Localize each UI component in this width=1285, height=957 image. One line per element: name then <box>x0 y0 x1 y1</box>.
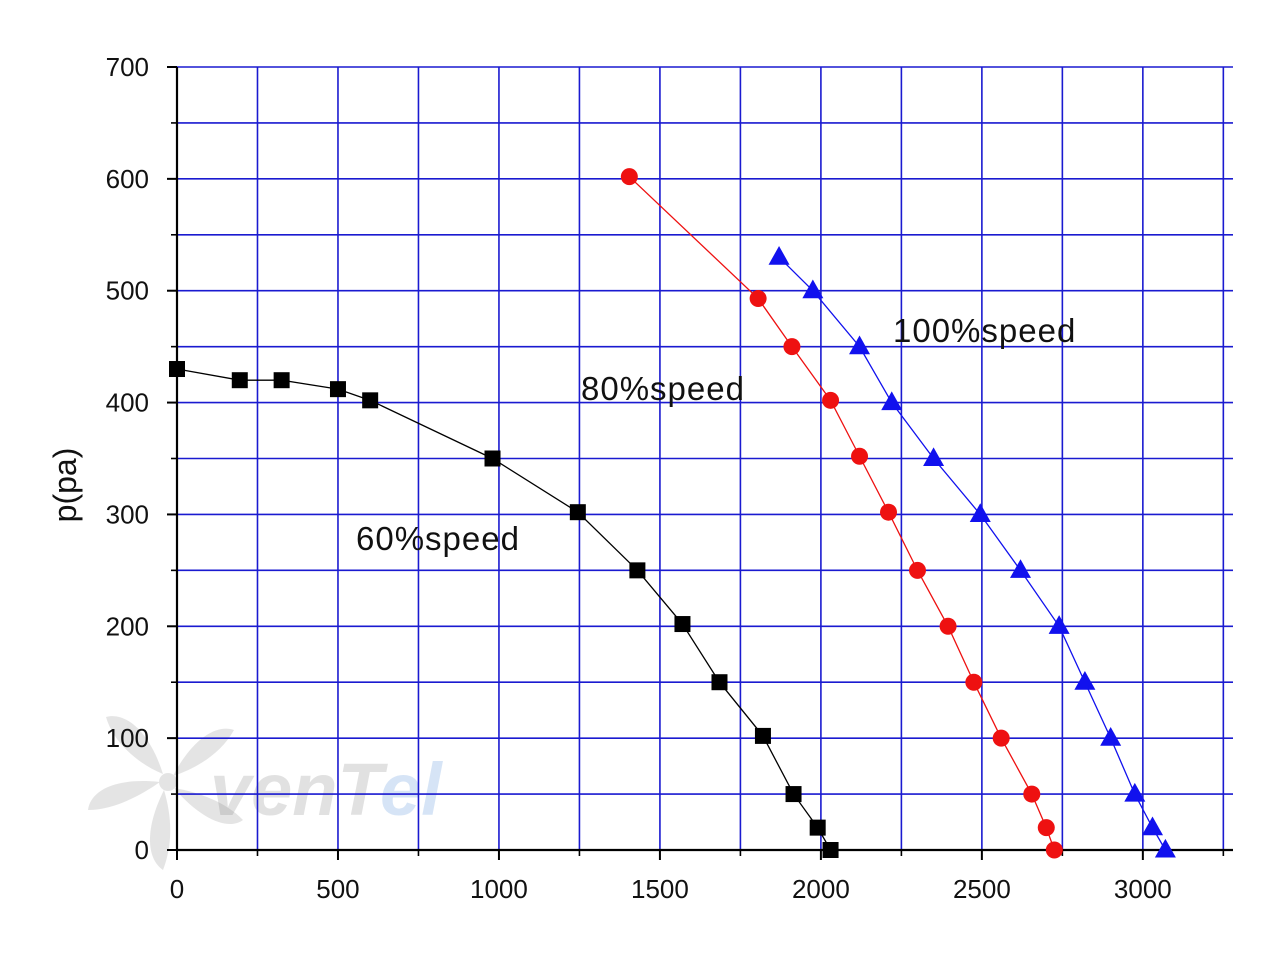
data-point <box>822 391 840 409</box>
series-0 <box>169 361 839 858</box>
data-point <box>674 616 691 633</box>
data-point <box>939 617 957 635</box>
axes <box>167 66 1233 860</box>
y-tick-label: 500 <box>106 276 149 306</box>
series-2 <box>768 245 1176 858</box>
series-layer <box>169 168 1176 859</box>
series-label-100: 100%speed <box>893 312 1076 349</box>
x-tick-label: 2000 <box>792 874 850 904</box>
x-tick-label: 3000 <box>1114 874 1172 904</box>
x-tick-label: 1500 <box>631 874 689 904</box>
series-label-60: 60%speed <box>356 520 520 557</box>
data-point <box>809 819 826 836</box>
y-tick-label: 0 <box>135 835 149 865</box>
series-label-80: 80%speed <box>581 370 745 407</box>
y-tick-label: 400 <box>106 388 149 418</box>
data-point <box>881 391 903 411</box>
data-point <box>1142 816 1164 836</box>
data-point <box>629 562 646 579</box>
data-point <box>1124 782 1146 802</box>
series-line <box>176 368 832 851</box>
data-point <box>783 338 801 356</box>
data-point <box>969 503 991 522</box>
data-point <box>908 561 926 579</box>
data-point <box>965 673 983 691</box>
y-tick-labels: 0 100 200 300 400 500 600 700 <box>106 52 149 865</box>
x-tick-label: 500 <box>316 874 359 904</box>
data-point <box>880 503 898 521</box>
x-tick-labels: 0 500 1000 1500 2000 2500 3000 <box>170 874 1172 904</box>
data-point <box>273 372 290 389</box>
data-point <box>711 674 728 691</box>
data-point <box>1048 615 1070 634</box>
data-point <box>749 290 767 308</box>
data-point <box>169 361 185 378</box>
grid-lines <box>177 66 1233 850</box>
data-point <box>1045 841 1063 859</box>
y-axis-title: p(pa) <box>47 448 83 523</box>
data-point <box>362 392 379 409</box>
data-point <box>1154 838 1176 858</box>
data-point <box>851 447 869 465</box>
fan-logo-icon <box>88 716 243 870</box>
data-point <box>1074 671 1096 690</box>
data-point <box>329 381 346 398</box>
data-point <box>231 372 248 389</box>
y-tick-label: 600 <box>106 164 149 194</box>
data-point <box>785 786 802 803</box>
data-point <box>754 727 771 744</box>
y-tick-label: 100 <box>106 723 149 753</box>
y-tick-label: 700 <box>106 52 149 82</box>
data-point <box>923 447 945 467</box>
series-labels: 60%speed 80%speed 100%speed <box>356 312 1076 557</box>
y-tick-label: 200 <box>106 611 149 641</box>
data-point <box>484 450 501 467</box>
watermark-part2: el <box>380 748 443 831</box>
data-point <box>992 729 1010 747</box>
watermark-part1: venT <box>210 748 389 831</box>
x-tick-label: 0 <box>170 874 184 904</box>
data-point <box>1100 726 1122 746</box>
y-tick-label: 300 <box>106 499 149 529</box>
data-point <box>1010 559 1032 578</box>
watermark-text: venTel <box>210 748 443 831</box>
data-point <box>1037 819 1055 837</box>
series-line <box>628 176 1055 851</box>
data-point <box>849 335 871 355</box>
x-tick-label: 1000 <box>470 874 528 904</box>
data-point <box>620 168 638 186</box>
data-point <box>802 279 824 299</box>
series-1 <box>620 168 1063 859</box>
x-tick-label: 2500 <box>953 874 1011 904</box>
data-point <box>1023 785 1041 803</box>
brand-watermark: venTel <box>88 716 443 870</box>
data-point <box>822 842 839 858</box>
data-point <box>768 245 790 265</box>
data-point <box>569 504 586 521</box>
